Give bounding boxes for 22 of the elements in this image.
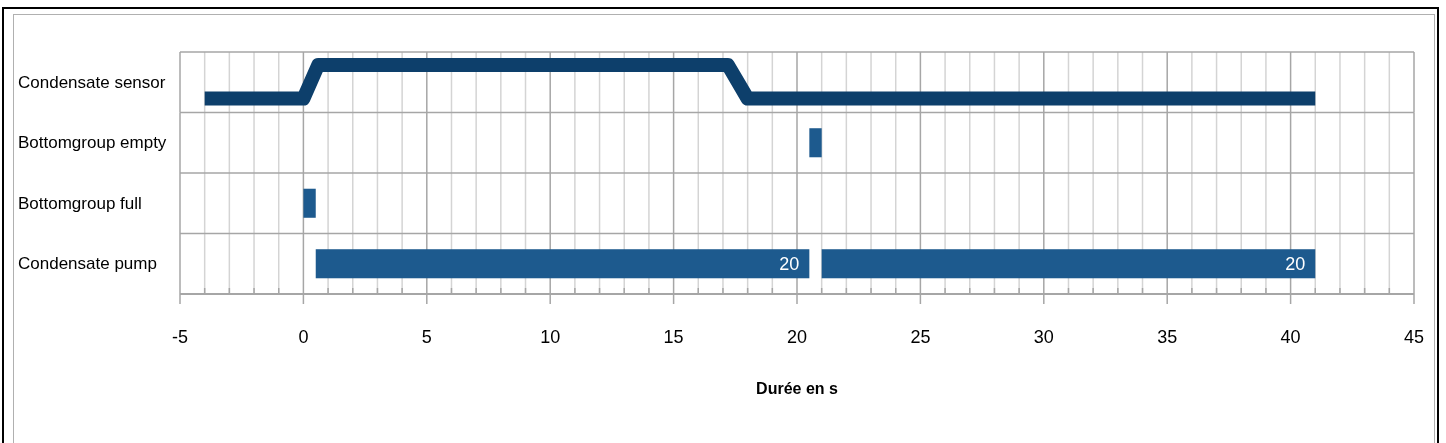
x-tick-label: 25 (910, 327, 931, 347)
y-tick-label: Bottomgroup empty (18, 133, 167, 153)
bar (315, 249, 810, 279)
x-tick-label: 15 (663, 327, 684, 347)
x-tick-label: -5 (171, 327, 189, 347)
y-tick-label: Bottomgroup full (18, 193, 142, 213)
x-tick-label: 35 (1157, 327, 1178, 347)
bar (809, 128, 822, 158)
x-tick-label: 20 (786, 327, 808, 347)
x-tick-label: 40 (1280, 327, 1301, 347)
x-tick-label: 0 (298, 327, 309, 347)
y-tick-label: Condensate pump (18, 254, 157, 274)
x-tick-label: 5 (421, 327, 432, 347)
x-tick-label: 10 (540, 327, 561, 347)
data-label: 20 (1285, 253, 1306, 274)
y-axis-title: Condensate sensor (18, 72, 166, 92)
bar (303, 188, 316, 218)
bar (821, 249, 1316, 279)
x-axis-title: Durée en s (756, 379, 839, 397)
data-label: 20 (779, 253, 800, 274)
x-tick-label: 30 (1033, 327, 1054, 347)
x-tick-label: 45 (1403, 327, 1425, 347)
